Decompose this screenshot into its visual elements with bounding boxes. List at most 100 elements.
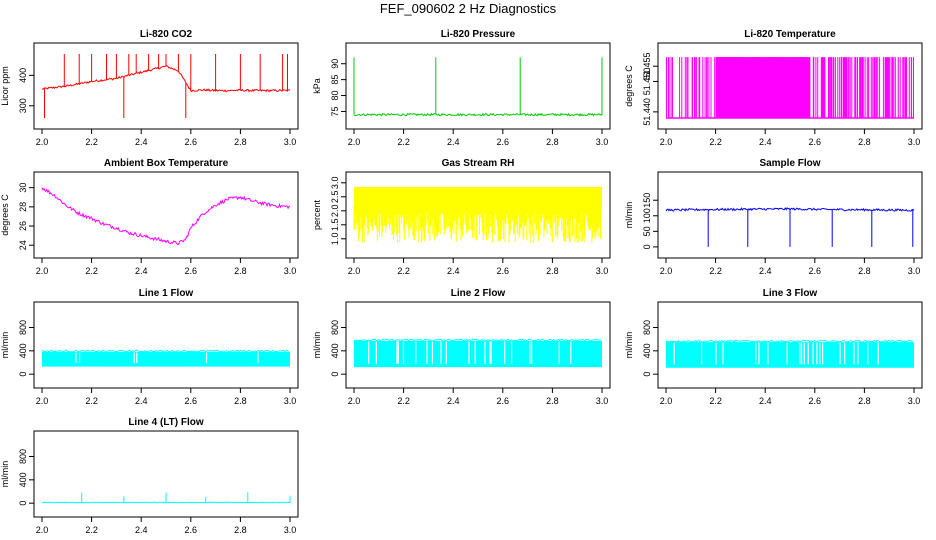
- x-tick-label: 3.0: [284, 396, 297, 406]
- x-tick-label: 2.4: [135, 396, 148, 406]
- x-tick-label: 3.0: [908, 137, 921, 147]
- x-tick-label: 2.8: [234, 525, 247, 535]
- x-tick-label: 2.0: [348, 266, 361, 276]
- chart-co2: Li-820 CO2 Licor ppm 2.0 2.2 2.4 2.6 2.8 3.0 300…: [0, 29, 299, 147]
- plot-frame: [657, 171, 923, 259]
- y-tick-label: 0: [18, 372, 28, 377]
- flow-band: [354, 340, 602, 368]
- y-axis-label: degrees C: [0, 194, 10, 236]
- y-tick-label: 24: [18, 240, 28, 250]
- x-tick-label: 2.2: [709, 266, 722, 276]
- y-tick-label: 90: [330, 59, 340, 69]
- chart-title: Li-820 CO2: [140, 29, 193, 40]
- y-axis-label: ml/min: [312, 332, 322, 359]
- x-tick-label: 2.8: [546, 266, 559, 276]
- y-tick-label: 800: [18, 320, 28, 335]
- x-tick-label: 2.4: [759, 266, 772, 276]
- x-tick-label: 2.2: [397, 137, 410, 147]
- series-line: [41, 54, 291, 118]
- x-tick-label: 2.4: [135, 137, 148, 147]
- plot-frame: [345, 42, 611, 130]
- x-tick-label: 2.0: [348, 137, 361, 147]
- y-tick-label: 400: [18, 68, 28, 83]
- rh-band: [354, 187, 602, 208]
- y-tick-label: 51.440: [642, 98, 652, 126]
- y-tick-label: 400: [18, 343, 28, 358]
- x-tick-label: 2.6: [809, 396, 822, 406]
- x-tick-label: 2.4: [447, 137, 460, 147]
- x-tick-label: 2.6: [497, 266, 510, 276]
- series-line: [41, 187, 291, 246]
- y-tick-label: 400: [642, 343, 652, 358]
- x-tick-label: 2.0: [36, 525, 49, 535]
- y-tick-label: 300: [18, 98, 28, 113]
- x-tick-label: 2.2: [85, 396, 98, 406]
- y-tick-label: 3.0: [330, 177, 340, 190]
- chart-title: Line 3 Flow: [763, 288, 818, 299]
- x-tick-label: 2.2: [709, 396, 722, 406]
- x-tick-label: 2.0: [660, 396, 673, 406]
- chart-title: Gas Stream RH: [442, 158, 515, 169]
- series-line: [353, 205, 602, 243]
- chart-title: Li-820 Temperature: [744, 29, 836, 40]
- x-tick-label: 2.8: [234, 266, 247, 276]
- x-tick-label: 2.6: [809, 266, 822, 276]
- x-tick-label: 2.2: [85, 525, 98, 535]
- y-axis-label: Licor ppm: [0, 66, 10, 106]
- y-axis-label: ml/min: [624, 332, 634, 359]
- x-tick-label: 2.2: [85, 137, 98, 147]
- plot-frame: [657, 42, 923, 130]
- y-tick-label: 800: [330, 320, 340, 335]
- x-tick-label: 2.0: [36, 266, 49, 276]
- x-tick-label: 2.4: [447, 396, 460, 406]
- y-tick-label: 800: [18, 449, 28, 464]
- series-line: [353, 57, 603, 117]
- x-tick-label: 3.0: [596, 396, 609, 406]
- plot-frame: [657, 301, 923, 389]
- x-tick-label: 2.0: [660, 137, 673, 147]
- chart-sample: Sample Flow ml/min 2.0 2.2 2.4 2.6 2.8 3.0 0 50 10…: [624, 158, 923, 276]
- plot-frame: [345, 171, 611, 259]
- y-tick-label: 1.0: [330, 233, 340, 246]
- chart-pressure: Li-820 Pressure kPa 2.0 2.2 2.4 2.6 2.8 3.0 75 80…: [312, 29, 611, 147]
- y-axis-label: ml/min: [0, 332, 10, 359]
- x-tick-label: 2.8: [234, 396, 247, 406]
- chart-title: Ambient Box Temperature: [104, 158, 229, 169]
- y-tick-label: 30: [18, 183, 28, 193]
- plot-frame: [33, 301, 299, 389]
- x-tick-label: 2.8: [858, 137, 871, 147]
- x-tick-label: 2.6: [497, 137, 510, 147]
- y-tick-label: 100: [642, 208, 652, 223]
- chart-title: Li-820 Pressure: [441, 29, 516, 40]
- y-tick-label: 1.5: [330, 219, 340, 232]
- series-line: [666, 57, 914, 118]
- y-tick-label: 400: [18, 472, 28, 487]
- x-tick-label: 2.8: [858, 396, 871, 406]
- x-tick-label: 3.0: [284, 525, 297, 535]
- x-tick-label: 2.4: [135, 266, 148, 276]
- y-tick-label: 0: [330, 372, 340, 377]
- flow-band: [666, 342, 914, 368]
- x-tick-label: 3.0: [596, 266, 609, 276]
- y-axis-label: ml/min: [0, 461, 10, 488]
- x-tick-label: 3.0: [908, 266, 921, 276]
- x-tick-label: 2.0: [36, 396, 49, 406]
- chart-line4: Line 4 (LT) Flow ml/min 2.0 2.2 2.4 2.6 2.8 3.0…: [0, 417, 299, 535]
- x-tick-label: 2.0: [36, 137, 49, 147]
- y-axis-label: ml/min: [624, 202, 634, 229]
- plot-frame: [33, 171, 299, 259]
- plot-frame: [33, 42, 299, 130]
- chart-line1: Line 1 Flow ml/min 2.0 2.2 2.4 2.6 2.8 3.0 0 400 8…: [0, 288, 299, 406]
- y-tick-label: 800: [642, 320, 652, 335]
- x-tick-label: 2.4: [447, 266, 460, 276]
- series-line: [665, 339, 913, 343]
- x-tick-label: 3.0: [284, 137, 297, 147]
- x-tick-label: 2.2: [397, 396, 410, 406]
- series-line: [665, 207, 915, 247]
- y-tick-label: 400: [330, 343, 340, 358]
- x-tick-label: 2.6: [497, 396, 510, 406]
- x-tick-label: 2.2: [85, 266, 98, 276]
- y-tick-label: 51.450: [642, 68, 652, 96]
- x-tick-label: 2.6: [185, 396, 198, 406]
